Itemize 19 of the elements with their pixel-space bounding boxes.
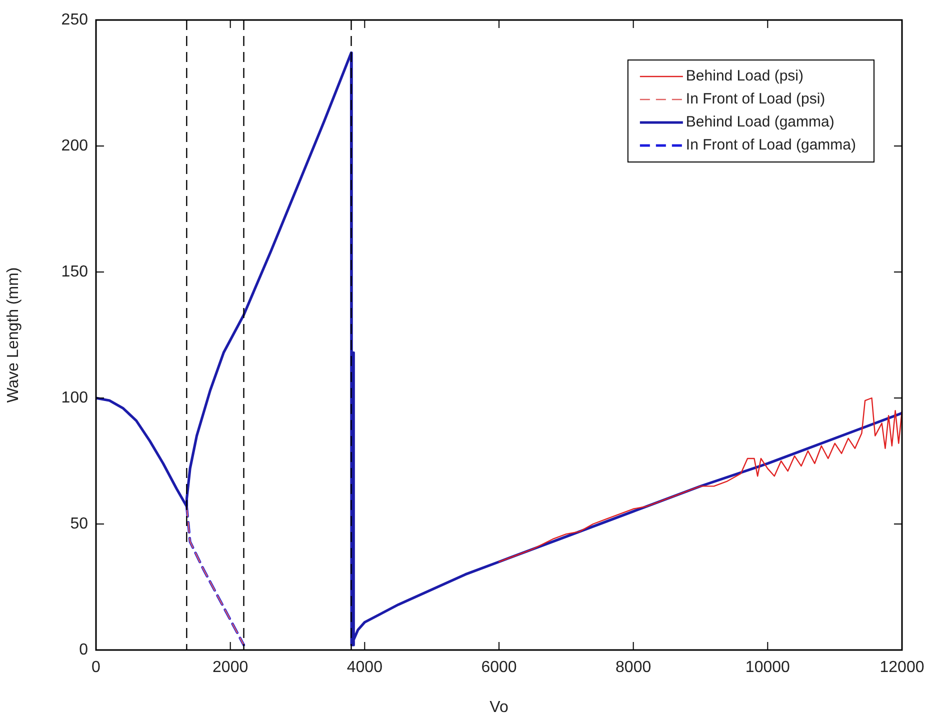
- y-tick-label: 100: [61, 389, 88, 406]
- legend-label: In Front of Load (gamma): [686, 136, 856, 154]
- x-tick-label: 4000: [346, 659, 383, 676]
- y-tick-label: 50: [70, 515, 88, 532]
- legend-label: Behind Load (gamma): [686, 114, 834, 131]
- y-tick-label: 250: [61, 11, 88, 28]
- x-tick-label: 10000: [745, 659, 790, 676]
- x-axis-title: Vo: [490, 698, 508, 716]
- x-tick-label: 2000: [212, 659, 248, 676]
- y-tick-label: 150: [61, 263, 88, 280]
- x-tick-label: 12000: [880, 659, 924, 676]
- y-tick-label: 0: [79, 641, 88, 658]
- legend-label: Behind Load (psi): [686, 68, 804, 85]
- y-tick-label: 200: [61, 137, 88, 154]
- x-tick-label: 8000: [616, 659, 652, 676]
- x-tick-label: 6000: [481, 659, 517, 676]
- y-axis-title: Wave Length (mm): [5, 267, 22, 403]
- legend-label: In Front of Load (psi): [686, 90, 826, 108]
- x-tick-label: 0: [92, 659, 101, 676]
